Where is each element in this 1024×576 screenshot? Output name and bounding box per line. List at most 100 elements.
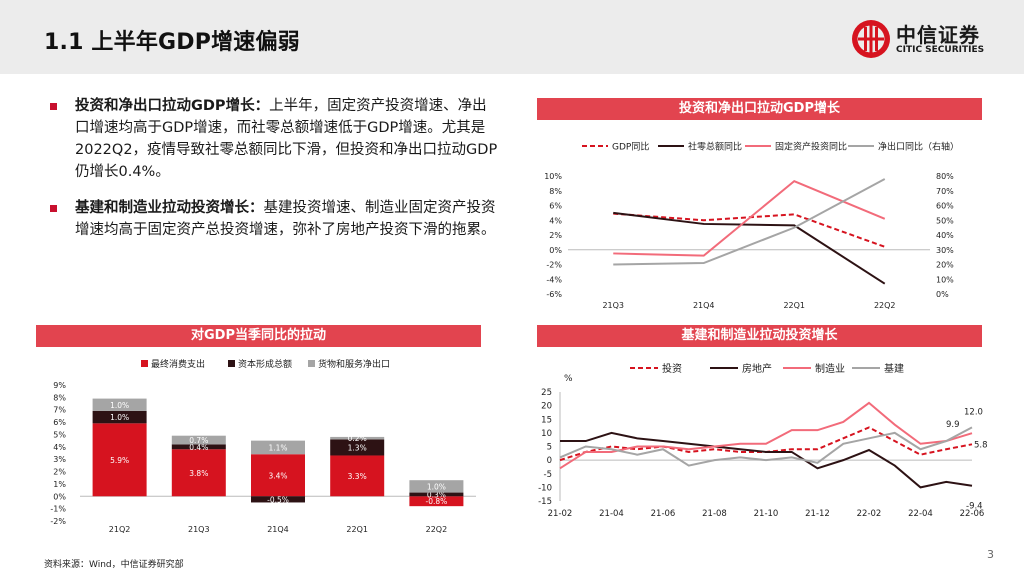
panel-title-investment-growth: 基建和制造业拉动投资增长 [537,325,982,347]
y-tick-label: 1% [53,480,66,489]
y-tick-label: 10 [541,429,552,439]
bar-segment [92,410,147,424]
y-right-tick-label: 80% [936,172,954,181]
y-tick-label: -1% [50,505,66,514]
y-right-tick-label: 40% [936,231,954,240]
bar-data-label: 1.0% [110,401,129,410]
y-tick-label: 20 [541,402,552,412]
legend-label: 社零总额同比 [688,141,742,153]
legend-label: 资本形成总额 [238,358,292,370]
bar-segment [171,435,226,445]
x-tick-label: 21-02 [548,509,573,519]
bar-segment [171,444,226,450]
series-line [613,178,886,266]
x-tick-label: 21-08 [702,509,727,519]
bar-data-label: 1.0% [110,413,129,422]
bar-segment [251,440,305,455]
y-left-tick-label: 6% [549,202,562,211]
bar-data-label: 0.4% [189,443,208,452]
bullet-list: 投资和净出口拉动GDP增长：上半年，固定资产投资增速、净出口增速均高于GDP增速… [50,95,500,255]
y-tick-label: 15 [541,415,552,425]
panel-title-gdp-contribution: 投资和净出口拉动GDP增长 [537,98,982,120]
bullet-head: 投资和净出口拉动GDP增长： [75,98,270,114]
y-tick-label: 8% [53,393,66,402]
legend-label: 投资 [662,362,682,375]
investment-growth-chart: 投资 房地产 制造业 基建% 25 20 15 10 5 0 -5 -10 -15 21-02 21-04 2… [538,362,988,519]
bar-segment [409,496,464,507]
header-bar: 1.1 上半年GDP增速偏弱 中信证券 CITIC SECURITIES [0,0,1024,74]
quarterly-pull-chart: 最终消费支出 资本形成总额 货物和服务净出口 9% 8% 7% 6% 5% 4% 3% 2% 1% 0%… [50,358,476,534]
legend-label: 最终消费支出 [151,358,205,370]
logo-text-en: CITIC SECURITIES [896,45,985,55]
y-tick-label: 0% [53,492,66,501]
x-tick-label: 22Q2 [874,301,896,310]
y-right-tick-label: 50% [936,216,954,225]
legend-swatch [141,360,148,367]
x-tick-label: 21-10 [754,509,779,519]
x-tick-label: 21Q2 [109,525,131,534]
citic-logo-icon [852,20,890,58]
bar-data-label: 1.0% [427,482,446,491]
page-title: 1.1 上半年GDP增速偏弱 [44,30,300,55]
legend-label: 固定资产投资同比 [775,141,847,153]
y-left-tick-label: 0% [549,246,562,255]
x-tick-label: 21Q3 [188,525,210,534]
x-tick-label: 21Q4 [693,301,715,310]
legend-label: 房地产 [742,362,772,375]
bullet-body: 基建投资增速、制造业固定资产投资增速均高于固定资产总投资增速，弥补了房地产投资下… [75,200,496,238]
series-line [613,211,886,285]
end-value-label: -9.4 [966,502,983,512]
y-tick-label: -2% [50,517,66,526]
legend-label: 基建 [884,362,904,375]
bullet-body: 上半年，固定资产投资增速、净出口增速均高于GDP增速，而社零总额增速低于GDP增… [75,98,498,180]
end-value-label: 5.8 [974,440,988,450]
bar-segment [92,398,147,411]
bullet-head: 基建和制造业拉动投资增长： [75,200,264,216]
legend-swatch [308,360,315,367]
y-tick-label: 7% [53,406,66,415]
x-tick-label: 21-04 [599,509,624,519]
y-right-tick-label: 30% [936,246,954,255]
y-tick-label: 2% [53,468,66,477]
y-tick-label: -10 [538,483,552,493]
legend-swatch [228,360,235,367]
logo-text-cn: 中信证券 [896,23,980,47]
y-right-tick-label: 70% [936,187,954,196]
bar-data-label: 0.3% [427,490,446,499]
series-line [559,426,973,467]
x-tick-label: 21-12 [805,509,830,519]
bar-segment [330,439,385,456]
y-left-tick-label: 2% [549,231,562,240]
source-footnote: 资料来源：Wind，中信证券研究部 [44,560,184,570]
bar-data-label: 0.2% [348,434,367,443]
bar-data-label: 3.4% [268,471,287,480]
end-value-label: 9.9 [946,420,960,430]
y-tick-label: 25 [541,388,552,398]
bar-data-label: 0.7% [189,436,208,445]
legend-label: 货物和服务净出口 [318,358,390,370]
panel-title-quarterly-pull: 对GDP当季同比的拉动 [36,325,481,347]
gdp-contribution-chart: GDP同比 社零总额同比 固定资产投资同比 净出口同比（右轴） 10% 8% 6% 4% 2% 0… [544,141,959,311]
y-tick-label: -15 [538,497,552,507]
x-tick-label: 21Q3 [602,301,624,310]
y-left-tick-label: -6% [546,290,562,299]
series-line [559,401,973,470]
bar-data-label: -0.8% [426,497,448,506]
y-tick-label: -5 [544,470,552,480]
bar-segment [330,455,385,497]
x-tick-label: 22-02 [857,509,882,519]
legend-label: 净出口同比（右轴） [878,141,959,153]
x-tick-label: 22Q1 [783,301,805,310]
legend-label: 制造业 [815,362,845,375]
y-unit-label: % [564,374,573,384]
x-tick-label: 22Q1 [346,525,368,534]
bullet-item: 投资和净出口拉动GDP增长：上半年，固定资产投资增速、净出口增速均高于GDP增速… [50,95,500,183]
x-tick-label: 22-06 [960,509,985,519]
y-left-tick-label: 4% [549,216,562,225]
y-tick-label: 5% [53,430,66,439]
y-tick-label: 0 [547,456,552,466]
bar-data-label: 3.8% [189,469,208,478]
bar-data-label: 5.9% [110,456,129,465]
end-value-label: 12.0 [964,407,983,417]
y-tick-label: 4% [53,443,66,452]
